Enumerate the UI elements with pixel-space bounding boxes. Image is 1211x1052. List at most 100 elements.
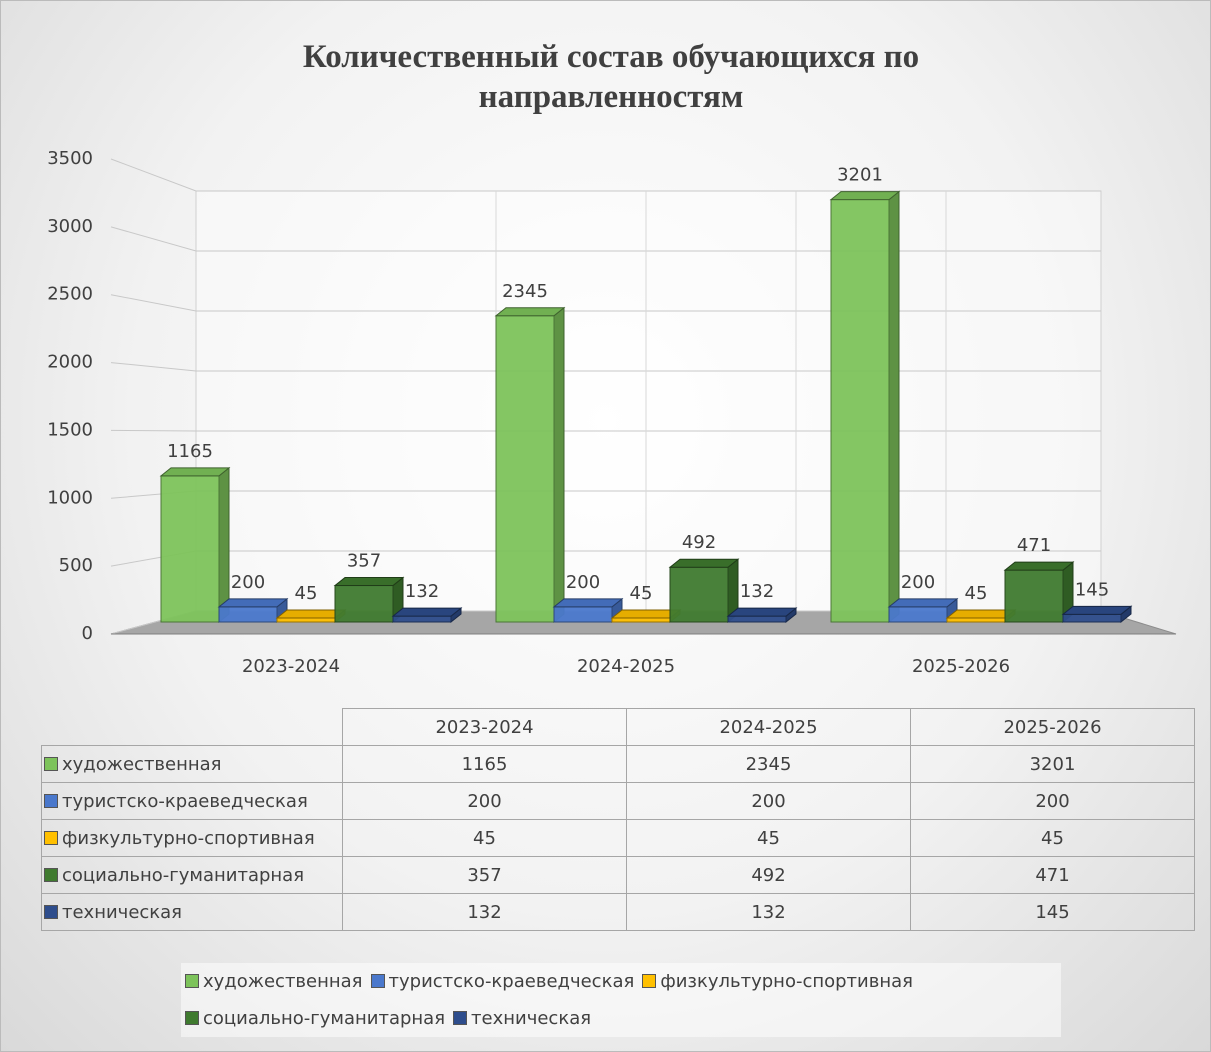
legend-key xyxy=(44,904,58,919)
data-table: 2023-2024 2024-2025 2025-2026 художественна… xyxy=(41,708,1195,931)
table-cell: 2345 xyxy=(626,745,911,783)
bar-top xyxy=(391,607,463,617)
y-tick-label: 2000 xyxy=(47,352,93,373)
legend-key xyxy=(453,1011,468,1025)
table-row: техническая 132 132 145 xyxy=(41,893,1195,931)
bar-top xyxy=(1003,561,1075,571)
table-row: социально-гуманитарная 357 492 471 xyxy=(41,856,1195,894)
data-label: 45 xyxy=(295,583,318,604)
table-row-label: техническая xyxy=(41,893,343,931)
table-row: туристско-краеведческая 200 200 200 xyxy=(41,782,1195,820)
y-tick-label: 1500 xyxy=(47,419,93,440)
legend-label: техническая xyxy=(471,1008,592,1029)
bar xyxy=(276,617,336,623)
legend-item: туристско-краеведческая xyxy=(370,971,634,992)
grid-line xyxy=(110,226,1101,252)
table-cell: 132 xyxy=(342,893,627,931)
grid-line xyxy=(110,158,1101,192)
grid-line xyxy=(110,294,1101,312)
table-header: 2023-2024 xyxy=(342,708,627,746)
bar-top xyxy=(1061,605,1133,615)
table-series-name: туристско-краеведческая xyxy=(62,790,308,812)
data-label: 357 xyxy=(347,551,381,572)
bar xyxy=(611,617,671,623)
table-series-name: физкультурно-спортивная xyxy=(62,827,315,849)
table-corner xyxy=(42,709,343,746)
table-row-label: туристско-краеведческая xyxy=(41,782,343,820)
table-cell: 200 xyxy=(342,782,627,820)
table-row: физкультурно-спортивная 45 45 45 xyxy=(41,819,1195,857)
data-label: 45 xyxy=(965,583,988,604)
bar-top xyxy=(552,598,624,608)
table-cell: 45 xyxy=(626,819,911,857)
table-cell: 1165 xyxy=(342,745,627,783)
legend-key xyxy=(44,756,58,771)
bar xyxy=(888,606,948,623)
bar-top xyxy=(333,577,405,587)
x-tick-label: 2023-2024 xyxy=(242,656,340,677)
legend-item: техническая xyxy=(453,1008,591,1029)
table-header-row: 2023-2024 2024-2025 2025-2026 xyxy=(42,708,1195,746)
data-label: 45 xyxy=(630,583,653,604)
legend: художественная туристско-краеведческая физ… xyxy=(181,963,1061,1037)
legend-key xyxy=(44,793,58,808)
legend-item: художественная xyxy=(185,971,363,992)
data-label: 2345 xyxy=(502,281,548,302)
table-series-name: художественная xyxy=(62,753,222,775)
x-tick-label: 2024-2025 xyxy=(577,656,675,677)
bar-top xyxy=(887,598,959,608)
table-row-label: физкультурно-спортивная xyxy=(41,819,343,857)
bar-side xyxy=(218,466,230,624)
table-row-label: художественная xyxy=(41,745,343,783)
data-label: 471 xyxy=(1017,535,1051,556)
back-wall xyxy=(195,190,1102,612)
data-label: 200 xyxy=(566,572,600,593)
table-cell: 132 xyxy=(626,893,911,931)
bar-side xyxy=(553,306,565,624)
table-cell: 145 xyxy=(910,893,1195,931)
bar-top xyxy=(217,598,289,608)
table-cell: 45 xyxy=(342,819,627,857)
bar xyxy=(1004,569,1064,623)
table-row-label: социально-гуманитарная xyxy=(41,856,343,894)
y-tick-label: 2500 xyxy=(47,284,93,305)
table-cell: 357 xyxy=(342,856,627,894)
table-header: 2025-2026 xyxy=(910,708,1195,746)
bar-top xyxy=(829,191,901,201)
legend-label: социально-гуманитарная xyxy=(203,1008,446,1029)
legend-label: художественная xyxy=(203,971,363,992)
bar xyxy=(553,606,613,623)
table-row: художественная 1165 2345 3201 xyxy=(41,745,1195,783)
bar xyxy=(830,199,890,623)
data-label: 492 xyxy=(682,532,716,553)
data-label: 3201 xyxy=(837,165,883,186)
y-tick-label: 0 xyxy=(82,623,93,644)
y-tick-label: 3000 xyxy=(47,216,93,237)
bar xyxy=(495,315,555,623)
data-label: 132 xyxy=(405,581,439,602)
data-label: 1165 xyxy=(167,441,213,462)
y-tick-label: 500 xyxy=(59,555,93,576)
bar-top xyxy=(159,467,231,477)
y-tick-label: 3500 xyxy=(47,148,93,169)
legend-key xyxy=(44,867,58,882)
bar-top xyxy=(668,558,740,568)
table-cell: 492 xyxy=(626,856,911,894)
table-series-name: техническая xyxy=(62,901,183,923)
data-label: 132 xyxy=(740,581,774,602)
bar xyxy=(218,606,278,623)
legend-key xyxy=(642,974,657,988)
bar xyxy=(334,585,394,623)
bar xyxy=(392,615,452,623)
legend-key xyxy=(185,1011,199,1025)
grid-line xyxy=(110,362,1101,372)
bar xyxy=(946,617,1006,623)
bar xyxy=(160,475,220,623)
bar-top xyxy=(726,607,798,617)
data-label: 145 xyxy=(1075,579,1109,600)
data-label: 200 xyxy=(901,572,935,593)
legend-key xyxy=(185,974,199,988)
table-cell: 200 xyxy=(910,782,1195,820)
legend-item: физкультурно-спортивная xyxy=(642,971,913,992)
